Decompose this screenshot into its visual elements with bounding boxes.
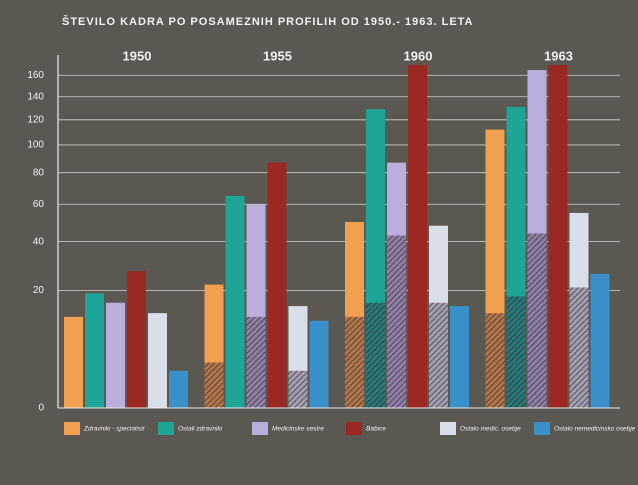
legend-label: Ostalo medic. osebje	[460, 426, 521, 433]
legend-swatch	[252, 422, 268, 435]
legend-swatch	[440, 422, 456, 435]
legend-label: Ostali zdravniki	[178, 426, 223, 433]
chart-title: ŠTEVILO KADRA PO POSAMEZNIH PROFILIH OD …	[62, 15, 474, 28]
hatched-part	[569, 287, 589, 408]
y-tick-label: 40	[33, 236, 45, 247]
y-tick-label: 20	[33, 285, 45, 296]
bar	[225, 195, 245, 408]
bar	[590, 273, 610, 408]
bar	[548, 65, 568, 409]
y-tick-label: 120	[27, 114, 44, 125]
y-tick-label: 100	[27, 140, 44, 151]
bar	[309, 320, 329, 408]
bar	[450, 306, 469, 408]
bar	[127, 271, 146, 408]
y-tick-label: 60	[33, 199, 45, 210]
bar	[148, 313, 167, 408]
y-tick-label: 160	[27, 70, 44, 81]
bar	[64, 316, 83, 408]
legend-swatch	[64, 422, 80, 435]
hatched-part	[345, 316, 364, 408]
y-tick-label: 80	[33, 167, 45, 178]
category-label: 1950	[123, 48, 152, 63]
bar	[106, 302, 125, 408]
hatched-part	[288, 370, 308, 408]
legend-label: Ostalo nemedicinsko osebje	[554, 426, 636, 433]
y-tick-label: 140	[27, 91, 44, 102]
legend-label: Babice	[366, 426, 386, 433]
category-label: 1963	[544, 48, 573, 63]
bar	[408, 65, 427, 409]
bar	[267, 162, 287, 408]
category-label: 1960	[404, 48, 433, 63]
hatched-part	[485, 313, 505, 408]
hatched-part	[429, 302, 448, 408]
hatched-part	[204, 362, 224, 408]
legend-swatch	[158, 422, 174, 435]
hatched-part	[366, 302, 385, 408]
bar	[169, 370, 188, 408]
legend-label: Zdravniki - specialisti	[83, 426, 145, 433]
legend-label: Medicinske sestre	[272, 426, 324, 433]
hatched-part	[246, 316, 266, 408]
legend-swatch	[534, 422, 550, 435]
hatched-part	[506, 296, 526, 408]
hatched-part	[387, 235, 406, 408]
legend-swatch	[346, 422, 362, 435]
category-label: 1955	[263, 48, 292, 63]
y-tick-label: 0	[38, 403, 44, 414]
hatched-part	[527, 233, 547, 408]
bar	[85, 293, 104, 408]
